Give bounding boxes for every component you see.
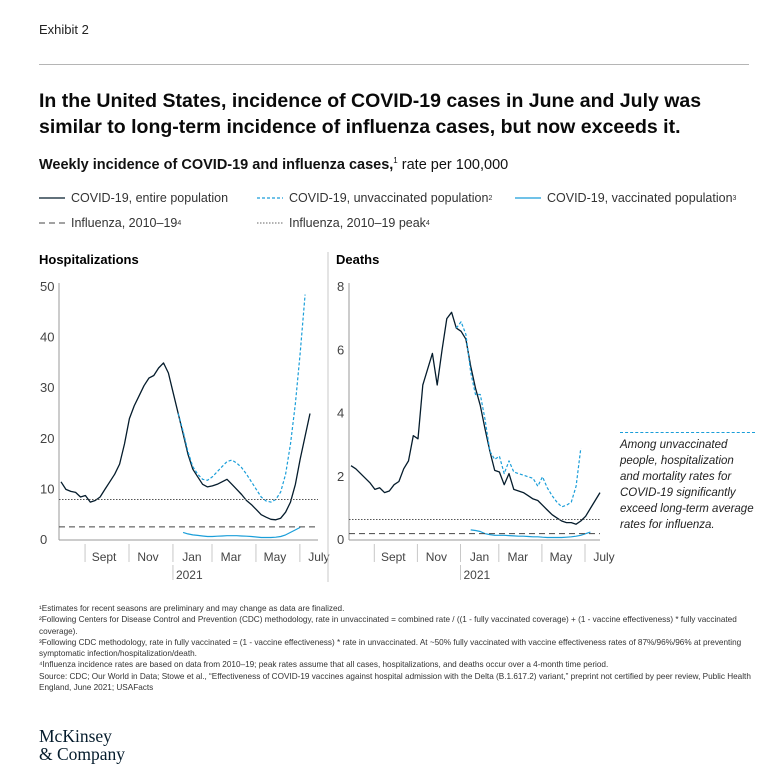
mckinsey-logo: McKinsey & Company xyxy=(39,727,125,763)
x-tick-label: Mar xyxy=(221,550,242,564)
source-note: Source: CDC; Our World in Data; Stowe et… xyxy=(39,671,751,693)
legend-swatch-solid-cyan xyxy=(515,197,541,199)
x-tick-label: Jan xyxy=(182,550,201,564)
subtitle-unit: rate per 100,000 xyxy=(397,156,509,173)
legend-item-covid-unvaccinated: COVID-19, unvaccinated population 2 xyxy=(257,191,492,205)
y-tick-label: 40 xyxy=(40,330,54,345)
hospitalizations-title: Hospitalizations xyxy=(39,252,139,267)
callout-annotation: Among unvaccinated people, hospitalizati… xyxy=(620,432,755,533)
legend-item-covid-entire: COVID-19, entire population xyxy=(39,191,228,205)
footnote-4: ⁴Influenza incidence rates are based on … xyxy=(39,660,609,670)
x-tick-label: Sept xyxy=(381,550,406,564)
legend-label: COVID-19, vaccinated population xyxy=(547,191,733,205)
y-tick-label: 8 xyxy=(337,279,344,294)
logo-line-1: McKinsey xyxy=(39,726,112,746)
series-covid-19-vaccinated-population-line xyxy=(182,526,301,539)
legend-label: Influenza, 2010–19 xyxy=(71,216,178,230)
x-tick-label: July xyxy=(593,550,614,564)
legend-item-influenza: Influenza, 2010–19 4 xyxy=(39,216,181,230)
y-tick-label: 2 xyxy=(337,469,344,484)
legend-label: COVID-19, entire population xyxy=(71,191,229,205)
logo-line-2: & Company xyxy=(39,744,126,764)
footnotes: ¹Estimates for recent seasons are prelim… xyxy=(39,603,751,693)
series-covid-19-unvaccinated-population-line xyxy=(455,321,582,508)
y-tick-label: 30 xyxy=(40,380,54,395)
deaths-chart: Deaths 0 2 4 6 8 Sept Nov Jan Mar May July 2021 xyxy=(336,252,615,582)
legend-footnote-ref: 3 xyxy=(732,194,737,202)
footnote-3: ³Following CDC methodology, rate in full… xyxy=(39,637,742,659)
x-tick-label: Nov xyxy=(426,550,447,564)
legend-footnote-ref: 4 xyxy=(425,219,430,227)
series-covid-19-unvaccinated-population-line xyxy=(177,294,306,503)
legend-footnote-ref: 4 xyxy=(177,219,182,227)
series-covid-19-vaccinated-population-line xyxy=(470,529,591,539)
x-tick-label: Jan xyxy=(470,550,489,564)
footnote-2: ²Following Centers for Disease Control a… xyxy=(39,615,737,636)
chart-subtitle: Weekly incidence of COVID-19 and influen… xyxy=(39,156,508,173)
x-tick-label: July xyxy=(308,550,329,564)
subtitle-bold: Weekly incidence of COVID-19 and influen… xyxy=(39,156,394,173)
exhibit-label: Exhibit 2 xyxy=(39,22,89,37)
header-divider xyxy=(39,64,749,65)
year-label: 2021 xyxy=(464,568,491,582)
subtitle-footnote-ref: 1 xyxy=(393,156,398,165)
legend-label: Influenza, 2010–19 peak xyxy=(289,216,426,230)
hospitalizations-chart: Hospitalizations 0 10 20 30 40 50 Sept Nov Jan Ma… xyxy=(39,252,330,582)
x-tick-label: Mar xyxy=(507,550,528,564)
series-covid-19-entire-population-line xyxy=(350,311,601,525)
legend-swatch-dotted-gray xyxy=(257,222,283,224)
legend-swatch-solid-navy xyxy=(39,197,65,199)
y-tick-label: 4 xyxy=(337,406,344,421)
legend-swatch-longdash-gray xyxy=(39,222,65,224)
y-tick-label: 50 xyxy=(40,279,54,294)
legend-swatch-dashed-cyan xyxy=(257,197,283,199)
y-tick-label: 0 xyxy=(40,532,47,547)
year-label: 2021 xyxy=(176,568,203,582)
x-tick-label: Nov xyxy=(137,550,158,564)
y-tick-label: 20 xyxy=(40,431,54,446)
headline: In the United States, incidence of COVID… xyxy=(39,90,702,138)
deaths-title: Deaths xyxy=(336,252,379,267)
y-tick-label: 6 xyxy=(337,342,344,357)
y-tick-label: 0 xyxy=(337,532,344,547)
legend-item-covid-vaccinated: COVID-19, vaccinated population 3 xyxy=(515,191,736,205)
footnote-1: ¹Estimates for recent seasons are prelim… xyxy=(39,604,345,613)
legend-item-influenza-peak: Influenza, 2010–19 peak 4 xyxy=(257,216,430,230)
y-tick-label: 10 xyxy=(40,481,54,496)
series-covid-19-entire-population-line xyxy=(60,362,311,521)
legend-label: COVID-19, unvaccinated population xyxy=(289,191,489,205)
x-tick-label: Sept xyxy=(92,550,117,564)
x-tick-label: May xyxy=(550,550,573,564)
x-tick-label: May xyxy=(264,550,287,564)
legend-footnote-ref: 2 xyxy=(488,194,493,202)
